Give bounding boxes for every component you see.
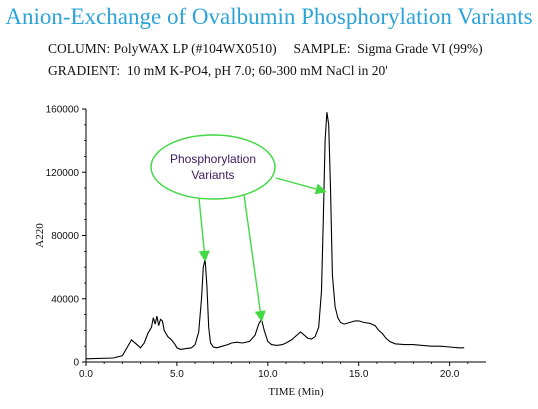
callout-text: Variants [191, 168, 234, 182]
callout-ellipse [150, 134, 276, 200]
y-tick-label: 120000 [46, 168, 80, 179]
y-tick-label: 80000 [51, 231, 79, 242]
y-axis-label: A220 [34, 223, 46, 248]
x-axis-label: TIME (Min) [268, 386, 324, 398]
x-tick-label: 10.0 [258, 369, 278, 380]
y-tick-label: 40000 [51, 294, 79, 305]
x-tick-label: 20.0 [440, 369, 460, 380]
gradient-line: GRADIENT: 10 mM K-PO4, pH 7.0; 60-300 mM… [48, 63, 388, 78]
x-tick-label: 0.0 [79, 369, 93, 380]
chart-title: Anion-Exchange of Ovalbumin Phosphorylat… [5, 4, 533, 29]
y-tick-label: 160000 [46, 105, 80, 116]
callout-arrow [243, 194, 266, 323]
chromatogram-trace [85, 112, 465, 360]
column-sample-line: COLUMN: PolyWAX LP (#104WX0510) SAMPLE: … [48, 41, 483, 56]
callout-text: Phosphorylation [170, 152, 256, 166]
callout-arrow [275, 177, 327, 195]
x-tick-label: 15.0 [349, 369, 369, 380]
x-tick-label: 5.0 [170, 369, 184, 380]
y-tick-label: 0 [73, 358, 79, 369]
callout-arrow [198, 197, 210, 263]
